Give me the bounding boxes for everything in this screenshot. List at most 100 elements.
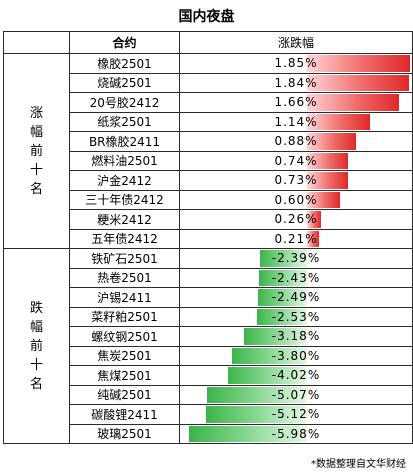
- change-cell: -4.02%: [179, 365, 413, 386]
- contract-name: 纯碱2501: [69, 384, 180, 405]
- change-cell: -2.43%: [179, 267, 413, 288]
- gain-bar: [307, 211, 322, 228]
- change-value: 0.88%: [274, 134, 318, 149]
- change-value: -2.39%: [271, 251, 321, 266]
- loss-bar: [259, 250, 307, 267]
- losers-group-text: 跌幅前十名: [29, 300, 43, 392]
- loss-bar: [244, 328, 307, 345]
- change-cell: 1.14%: [179, 111, 413, 132]
- table-row: 跌幅前十名 铁矿石2501 -2.39%: [3, 248, 413, 444]
- loss-bar: [206, 386, 307, 403]
- header-contract: 合约: [69, 31, 180, 54]
- night-session-table: 合约 涨跌幅 涨幅前十名 橡胶2501 1.85% 烧碱2501 1.84% 20号胶24…: [3, 31, 413, 444]
- gain-bar: [307, 191, 341, 208]
- table-row: 碳酸锂2411 -5.12%: [4, 404, 413, 425]
- change-cell: 0.26%: [179, 209, 413, 230]
- change-cell: 0.21%: [179, 228, 413, 249]
- change-cell: -5.07%: [179, 384, 413, 405]
- gainers-group-text: 涨幅前十名: [29, 105, 43, 197]
- change-cell: 1.84%: [179, 72, 413, 93]
- gain-bar: [307, 113, 371, 130]
- change-value: 0.73%: [274, 173, 318, 188]
- contract-name: 沪锡2411: [69, 287, 180, 308]
- contract-name: 三十年债2412: [69, 189, 180, 210]
- loss-bar: [227, 367, 307, 384]
- change-value: -2.49%: [271, 290, 321, 305]
- contract-name: 橡胶2501: [69, 53, 180, 74]
- contract-name: 热卷2501: [69, 267, 180, 288]
- gain-bar: [307, 152, 349, 169]
- change-value: -5.07%: [271, 387, 321, 402]
- table-row: 沪金2412 0.73%: [4, 170, 413, 191]
- change-cell: -3.80%: [179, 345, 413, 366]
- change-value: -5.98%: [271, 426, 321, 441]
- change-cell: 1.85%: [179, 53, 413, 74]
- source-note: *数据整理自文华财经: [311, 459, 406, 470]
- change-value: -2.53%: [271, 309, 321, 324]
- contract-name: 五年债2412: [69, 228, 180, 249]
- table-row: 沪锡2411 -2.49%: [4, 287, 413, 308]
- contract-name: 沪金2412: [69, 170, 180, 191]
- gainers-group-label: 涨幅前十名: [3, 53, 70, 249]
- table-header-row: 合约 涨跌幅: [3, 31, 413, 54]
- table-body: 涨幅前十名 橡胶2501 1.85% 烧碱2501 1.84% 20号胶2412 1.66%…: [3, 53, 413, 444]
- contract-name: 碳酸锂2411: [69, 404, 180, 425]
- change-cell: -5.98%: [179, 423, 413, 444]
- gain-bar: [307, 74, 410, 91]
- loss-bar: [205, 406, 307, 423]
- change-cell: 0.73%: [179, 170, 413, 191]
- change-value: -2.43%: [271, 270, 321, 285]
- contract-name: 玻璃2501: [69, 423, 180, 444]
- loss-bar: [259, 269, 307, 286]
- table-row: 烧碱2501 1.84%: [4, 72, 413, 93]
- table-row: 五年债2412 0.21%: [4, 228, 413, 249]
- table-row: 三十年债2412 0.60%: [4, 189, 413, 210]
- change-cell: -2.53%: [179, 306, 413, 327]
- contract-name: 菜籽粕2501: [69, 306, 180, 327]
- loss-bar: [257, 308, 307, 325]
- loss-bar: [232, 347, 307, 364]
- contract-name: 纸浆2501: [69, 111, 180, 132]
- loss-bar: [189, 425, 307, 442]
- page-title: 国内夜盘: [178, 9, 235, 25]
- table-row: 螺纹钢2501 -3.18%: [4, 326, 413, 347]
- change-value: 1.66%: [274, 95, 318, 110]
- gain-bar: [307, 133, 356, 150]
- change-value: -4.02%: [271, 368, 321, 383]
- gain-bar: [307, 94, 400, 111]
- losers-group-label: 跌幅前十名: [3, 248, 70, 444]
- contract-name: 焦煤2501: [69, 365, 180, 386]
- change-value: -5.12%: [271, 407, 321, 422]
- contract-name: 烧碱2501: [69, 72, 180, 93]
- contract-name: 焦炭2501: [69, 345, 180, 366]
- change-value: -3.18%: [271, 329, 321, 344]
- table-row: 纯碱2501 -5.07%: [4, 384, 413, 405]
- contract-name: 燃料油2501: [69, 150, 180, 171]
- table-row: 燃料油2501 0.74%: [4, 150, 413, 171]
- contract-name: 粳米2412: [69, 209, 180, 230]
- change-value: 0.21%: [274, 231, 318, 246]
- change-value: 0.74%: [274, 153, 318, 168]
- table-row: 焦炭2501 -3.80%: [4, 345, 413, 366]
- change-cell: -5.12%: [179, 404, 413, 425]
- gain-bar: [307, 230, 319, 247]
- change-cell: 0.60%: [179, 189, 413, 210]
- contract-name: 螺纹钢2501: [69, 326, 180, 347]
- change-value: 0.60%: [274, 192, 318, 207]
- change-cell: -3.18%: [179, 326, 413, 347]
- loss-bar: [257, 289, 307, 306]
- change-cell: -2.39%: [179, 248, 413, 269]
- change-cell: -2.49%: [179, 287, 413, 308]
- change-cell: 0.88%: [179, 131, 413, 152]
- change-cell: 1.66%: [179, 92, 413, 113]
- change-value: 1.84%: [274, 75, 318, 90]
- table-row: 热卷2501 -2.43%: [4, 267, 413, 288]
- table-row: 玻璃2501 -5.98%: [4, 423, 413, 444]
- contract-name: 20号胶2412: [69, 92, 180, 113]
- gain-bar: [307, 172, 348, 189]
- table-row: BR橡胶2411 0.88%: [4, 131, 413, 152]
- change-cell: 0.74%: [179, 150, 413, 171]
- header-change: 涨跌幅: [179, 31, 413, 54]
- table-row: 菜籽粕2501 -2.53%: [4, 306, 413, 327]
- gain-bar: [307, 55, 410, 72]
